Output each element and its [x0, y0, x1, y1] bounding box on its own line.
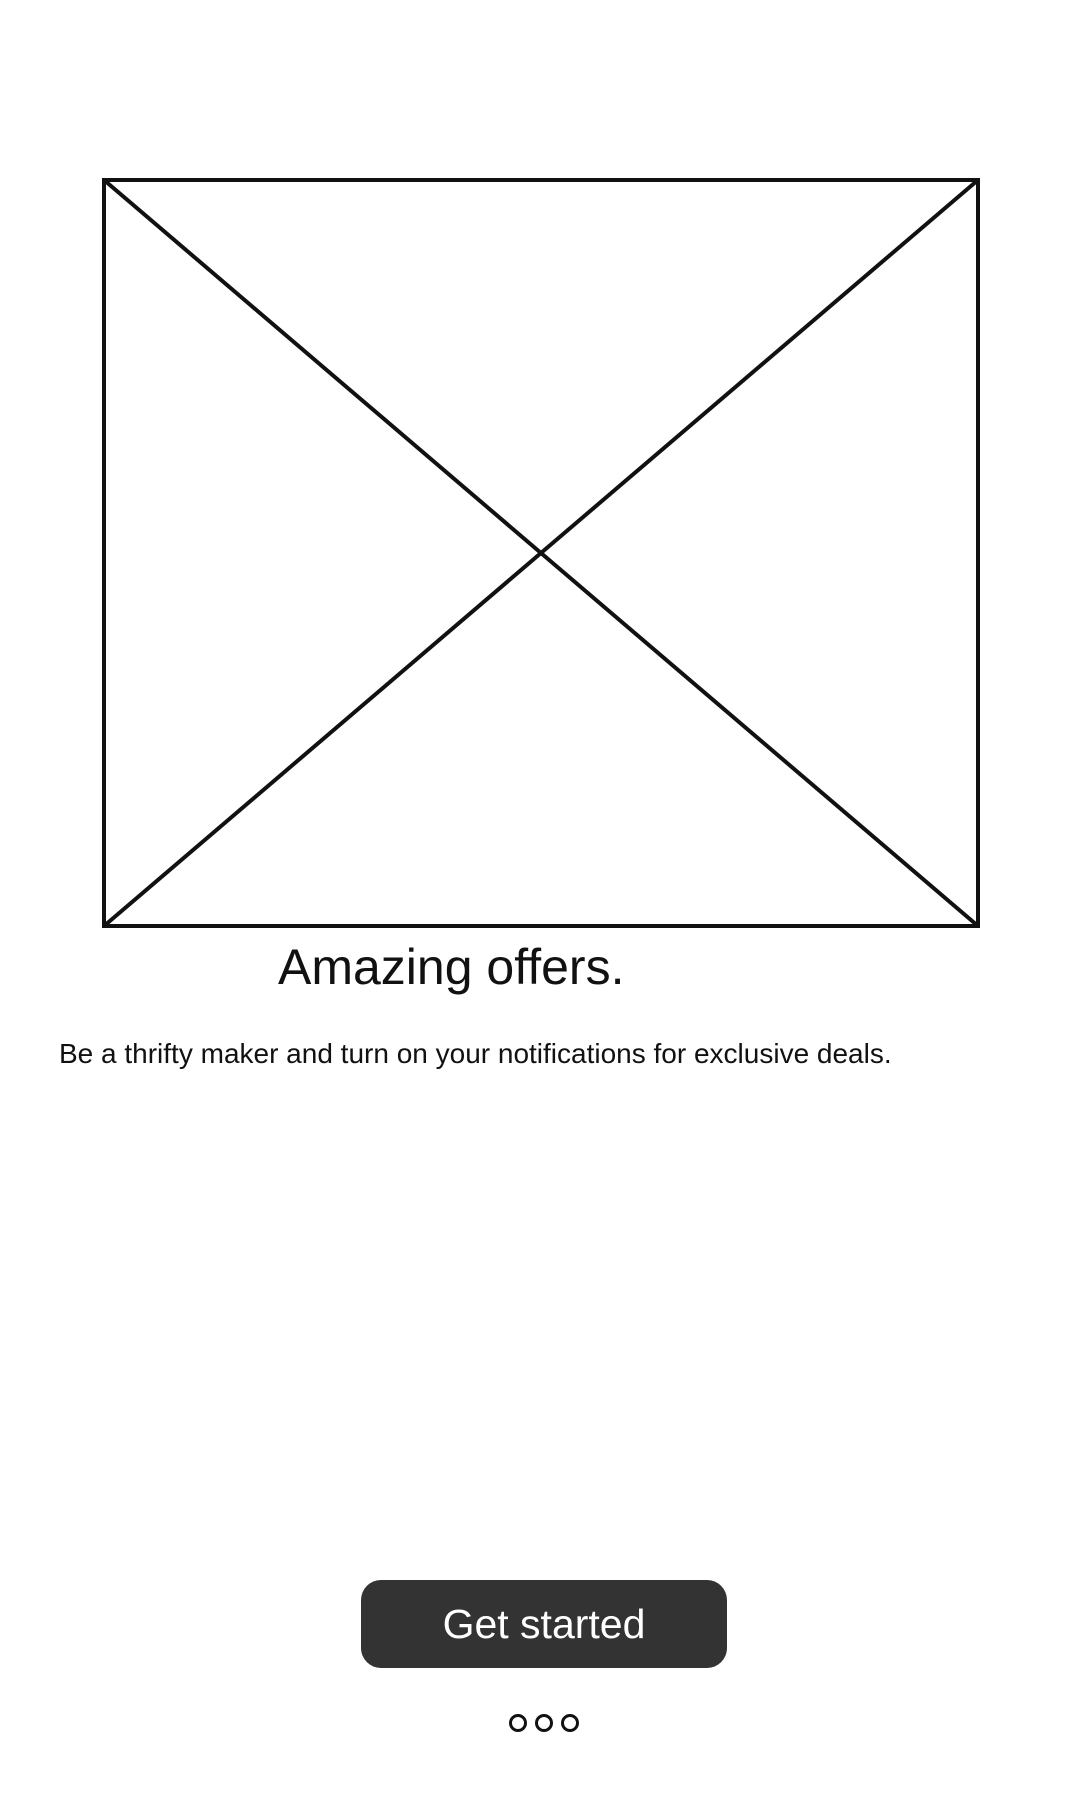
page-indicator-dot-2[interactable] [535, 1714, 553, 1732]
page-indicator-dot-3[interactable] [561, 1714, 579, 1732]
onboarding-title: Amazing offers. [278, 939, 625, 995]
page-indicator-dot-1[interactable] [509, 1714, 527, 1732]
get-started-button[interactable]: Get started [361, 1580, 727, 1668]
image-placeholder-icon [102, 178, 980, 928]
page-indicator [509, 1711, 579, 1735]
onboarding-subtitle: Be a thrifty maker and turn on your noti… [59, 1038, 892, 1069]
hero-image-placeholder [102, 178, 980, 928]
